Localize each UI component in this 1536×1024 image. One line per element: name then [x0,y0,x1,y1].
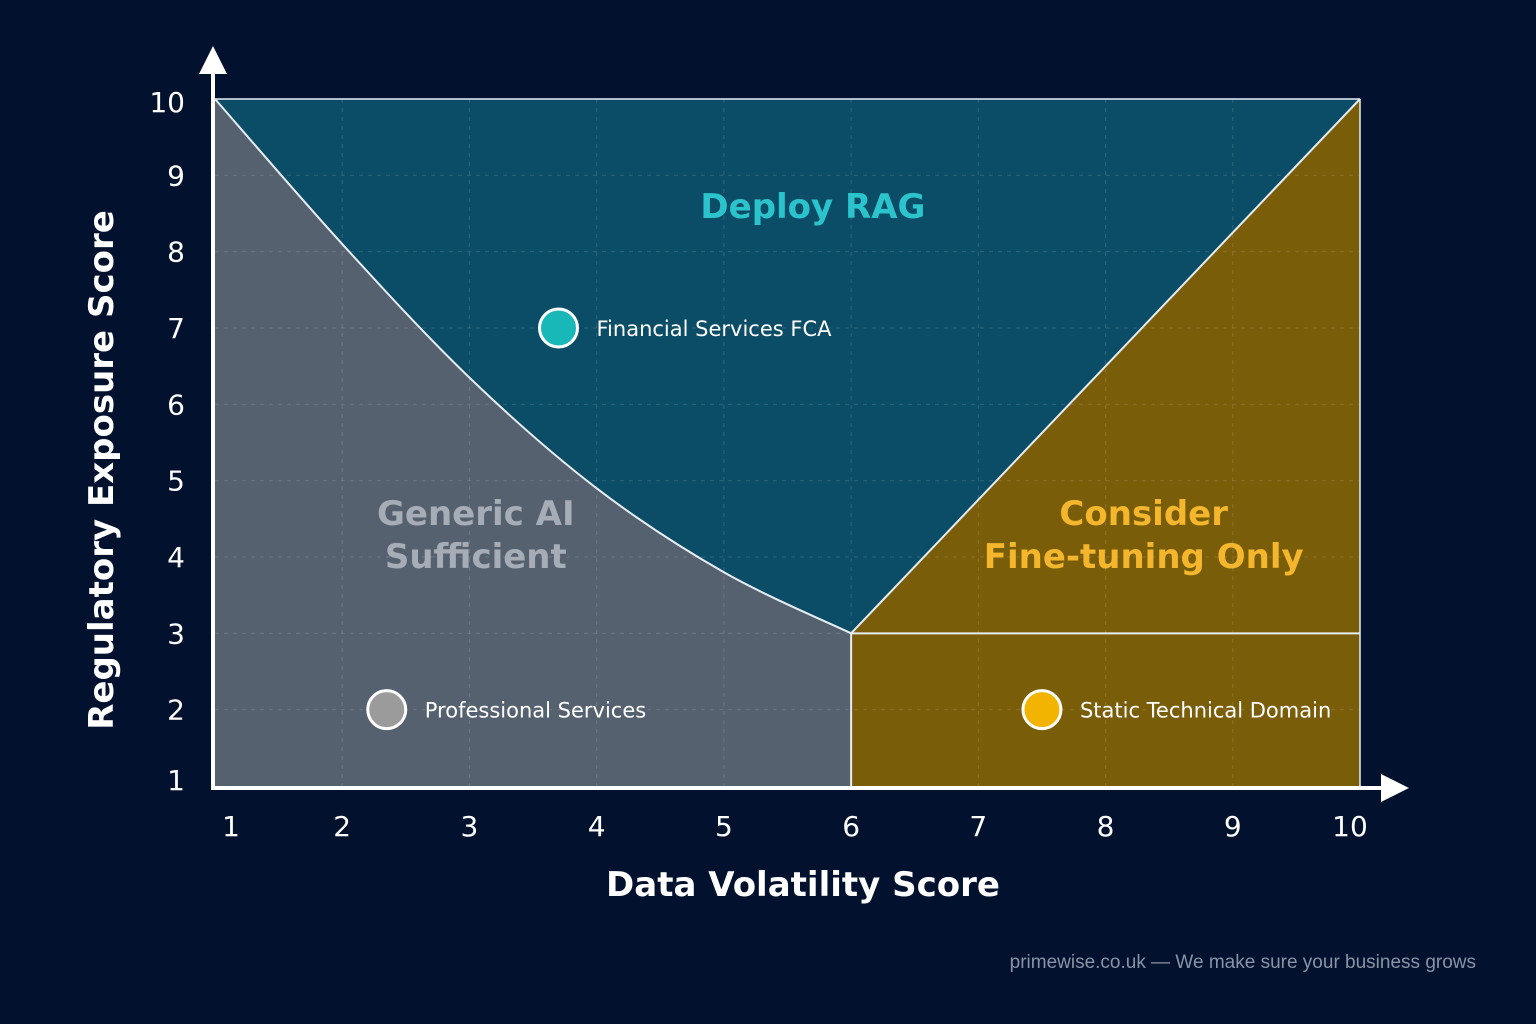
boundary-curve [214,98,852,635]
region-label-finetune: Consider [1059,494,1228,534]
region-label-finetune: Fine-tuning Only [984,537,1304,577]
region-label-generic: Generic AI [377,494,575,534]
x-tick-label: 6 [842,810,860,843]
region-generic [215,99,852,786]
x-tick-label: 4 [588,810,606,843]
x-tick-label: 8 [1097,810,1115,843]
x-tick-label: 5 [715,810,733,843]
region-label-rag: Deploy RAG [700,187,925,227]
footer-credit: primewise.co.uk — We make sure your busi… [1009,952,1476,973]
boundary-diagonal [850,98,1361,635]
x-tick-label: 1 [222,810,240,843]
y-tick-label: 9 [167,159,185,192]
data-point [538,307,579,349]
data-point [1021,689,1063,731]
data-point [366,689,408,731]
x-tick-label: 7 [969,810,987,843]
y-tick-label: 4 [167,541,185,574]
y-tick-label: 2 [167,694,185,727]
region-label-generic: Sufficient [385,537,567,577]
x-tick-label: 10 [1332,810,1368,843]
y-tick-label: 7 [167,312,185,345]
region-finetune [851,99,1360,786]
y-tick-label: 1 [167,764,185,797]
y-tick-label: 10 [149,86,185,119]
data-point-label: Financial Services FCA [597,317,833,341]
y-tick-label: 5 [167,465,185,498]
region-rag [215,99,1360,634]
x-tick-label: 2 [333,810,351,843]
y-axis-title: Regulatory Exposure Score [82,210,122,730]
y-tick-label: 6 [167,388,185,421]
x-axis-title: Data Volatility Score [606,865,1000,905]
data-point-label: Static Technical Domain [1080,699,1331,723]
y-tick-label: 3 [167,617,185,650]
y-tick-label: 8 [167,236,185,269]
x-tick-label: 3 [461,810,479,843]
x-tick-label: 9 [1224,810,1242,843]
data-point-label: Professional Services [425,699,646,723]
